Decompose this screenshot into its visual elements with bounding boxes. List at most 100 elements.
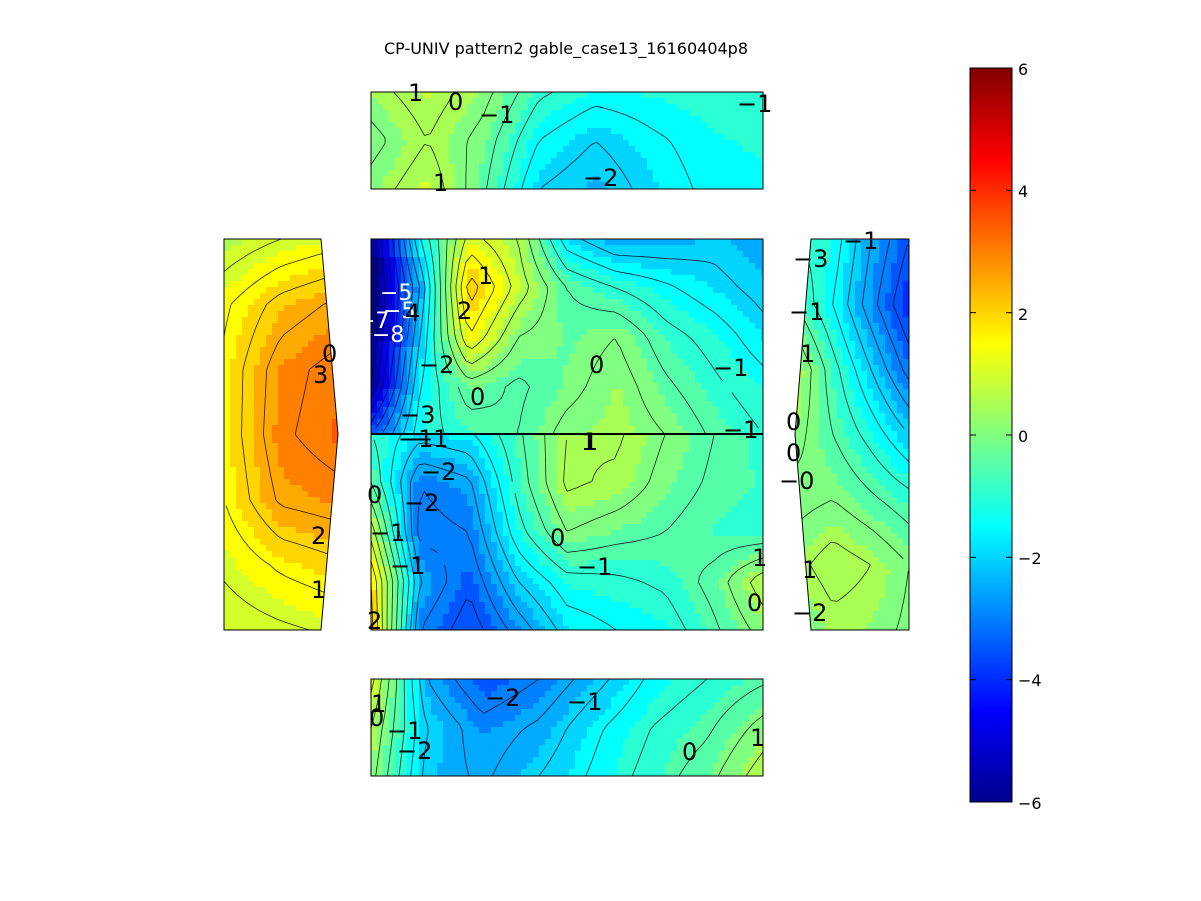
heatmap-cell bbox=[437, 458, 444, 465]
heatmap-cell bbox=[671, 413, 678, 420]
heatmap-cell bbox=[284, 305, 291, 312]
heatmap-cell bbox=[425, 407, 432, 414]
heatmap-cell bbox=[557, 293, 564, 300]
heatmap-cell bbox=[248, 455, 255, 462]
heatmap-cell bbox=[539, 347, 546, 354]
heatmap-cell bbox=[455, 425, 462, 432]
heatmap-cell bbox=[563, 293, 570, 300]
heatmap-cell bbox=[497, 110, 504, 117]
heatmap-cell bbox=[593, 407, 600, 414]
heatmap-cell bbox=[671, 347, 678, 354]
heatmap-cell bbox=[308, 479, 315, 486]
heatmap-cell bbox=[419, 98, 426, 105]
heatmap-cell bbox=[659, 251, 666, 258]
heatmap-cell bbox=[533, 122, 540, 129]
heatmap-cell bbox=[659, 134, 666, 141]
heatmap-cell bbox=[401, 452, 408, 459]
heatmap-cell bbox=[587, 269, 594, 276]
heatmap-cell bbox=[332, 281, 338, 288]
heatmap-cell bbox=[581, 407, 588, 414]
heatmap-cell bbox=[623, 353, 630, 360]
heatmap-cell bbox=[491, 413, 498, 420]
heatmap-cell bbox=[272, 485, 279, 492]
heatmap-cell bbox=[332, 407, 338, 414]
heatmap-cell bbox=[605, 182, 612, 189]
heatmap-cell bbox=[407, 170, 414, 177]
heatmap-cell bbox=[491, 431, 498, 435]
heatmap-cell bbox=[230, 275, 237, 282]
heatmap-cell bbox=[659, 98, 666, 105]
heatmap-cell bbox=[623, 293, 630, 300]
heatmap-cell bbox=[389, 245, 396, 252]
heatmap-cell bbox=[575, 440, 582, 447]
heatmap-cell bbox=[677, 134, 684, 141]
heatmap-cell bbox=[635, 287, 642, 294]
heatmap-cell bbox=[290, 485, 297, 492]
heatmap-cell bbox=[260, 377, 267, 384]
heatmap-cell bbox=[236, 341, 243, 348]
heatmap-cell bbox=[587, 353, 594, 360]
heatmap-cell bbox=[635, 401, 642, 408]
heatmap-cell bbox=[389, 401, 396, 408]
heatmap-cell bbox=[497, 458, 504, 465]
heatmap-cell bbox=[497, 122, 504, 129]
heatmap-cell bbox=[683, 92, 690, 99]
heatmap-cell bbox=[320, 575, 327, 582]
heatmap-cell bbox=[260, 359, 267, 366]
heatmap-cell bbox=[389, 341, 396, 348]
heatmap-cell bbox=[383, 470, 390, 477]
heatmap-cell bbox=[743, 440, 750, 447]
heatmap-cell bbox=[659, 371, 666, 378]
heatmap-cell bbox=[260, 257, 267, 264]
heatmap-cell bbox=[695, 311, 702, 318]
heatmap-cell bbox=[647, 122, 654, 129]
heatmap-cell bbox=[725, 134, 732, 141]
heatmap-cell bbox=[713, 128, 720, 135]
heatmap-cell bbox=[605, 305, 612, 312]
heatmap-cell bbox=[224, 431, 231, 438]
heatmap-cell bbox=[266, 533, 273, 540]
heatmap-cell bbox=[719, 299, 726, 306]
heatmap-cell bbox=[713, 257, 720, 264]
heatmap-cell bbox=[593, 134, 600, 141]
heatmap-cell bbox=[302, 479, 309, 486]
heatmap-cell bbox=[332, 605, 338, 612]
heatmap-cell bbox=[242, 581, 249, 588]
heatmap-cell bbox=[587, 146, 594, 153]
heatmap-cell bbox=[545, 245, 552, 252]
heatmap-cell bbox=[431, 413, 438, 420]
heatmap-cell bbox=[254, 299, 261, 306]
heatmap-cell bbox=[308, 431, 315, 438]
heatmap-cell bbox=[242, 509, 249, 516]
heatmap-cell bbox=[473, 446, 480, 453]
heatmap-cell bbox=[743, 110, 750, 117]
heatmap-cell bbox=[248, 479, 255, 486]
heatmap-cell bbox=[635, 329, 642, 336]
heatmap-cell bbox=[569, 335, 576, 342]
heatmap-cell bbox=[647, 359, 654, 366]
heatmap-cell bbox=[527, 293, 534, 300]
heatmap-cell bbox=[260, 563, 267, 570]
heatmap-cell bbox=[731, 287, 738, 294]
heatmap-cell bbox=[569, 395, 576, 402]
heatmap-cell bbox=[725, 446, 732, 453]
heatmap-cell bbox=[725, 413, 732, 420]
heatmap-cell bbox=[224, 329, 231, 336]
heatmap-cell bbox=[665, 365, 672, 372]
heatmap-cell bbox=[713, 287, 720, 294]
heatmap-cell bbox=[449, 311, 456, 318]
heatmap-cell bbox=[671, 359, 678, 366]
heatmap-cell bbox=[278, 587, 285, 594]
heatmap-cell bbox=[659, 245, 666, 252]
heatmap-cell bbox=[635, 434, 642, 441]
heatmap-cell bbox=[497, 446, 504, 453]
heatmap-cell bbox=[473, 152, 480, 159]
heatmap-cell bbox=[290, 359, 297, 366]
heatmap-cell bbox=[383, 140, 390, 147]
heatmap-cell bbox=[437, 395, 444, 402]
heatmap-cell bbox=[296, 359, 303, 366]
heatmap-cell bbox=[749, 128, 756, 135]
heatmap-cell bbox=[224, 587, 231, 594]
heatmap-cell bbox=[326, 485, 333, 492]
heatmap-cell bbox=[491, 245, 498, 252]
